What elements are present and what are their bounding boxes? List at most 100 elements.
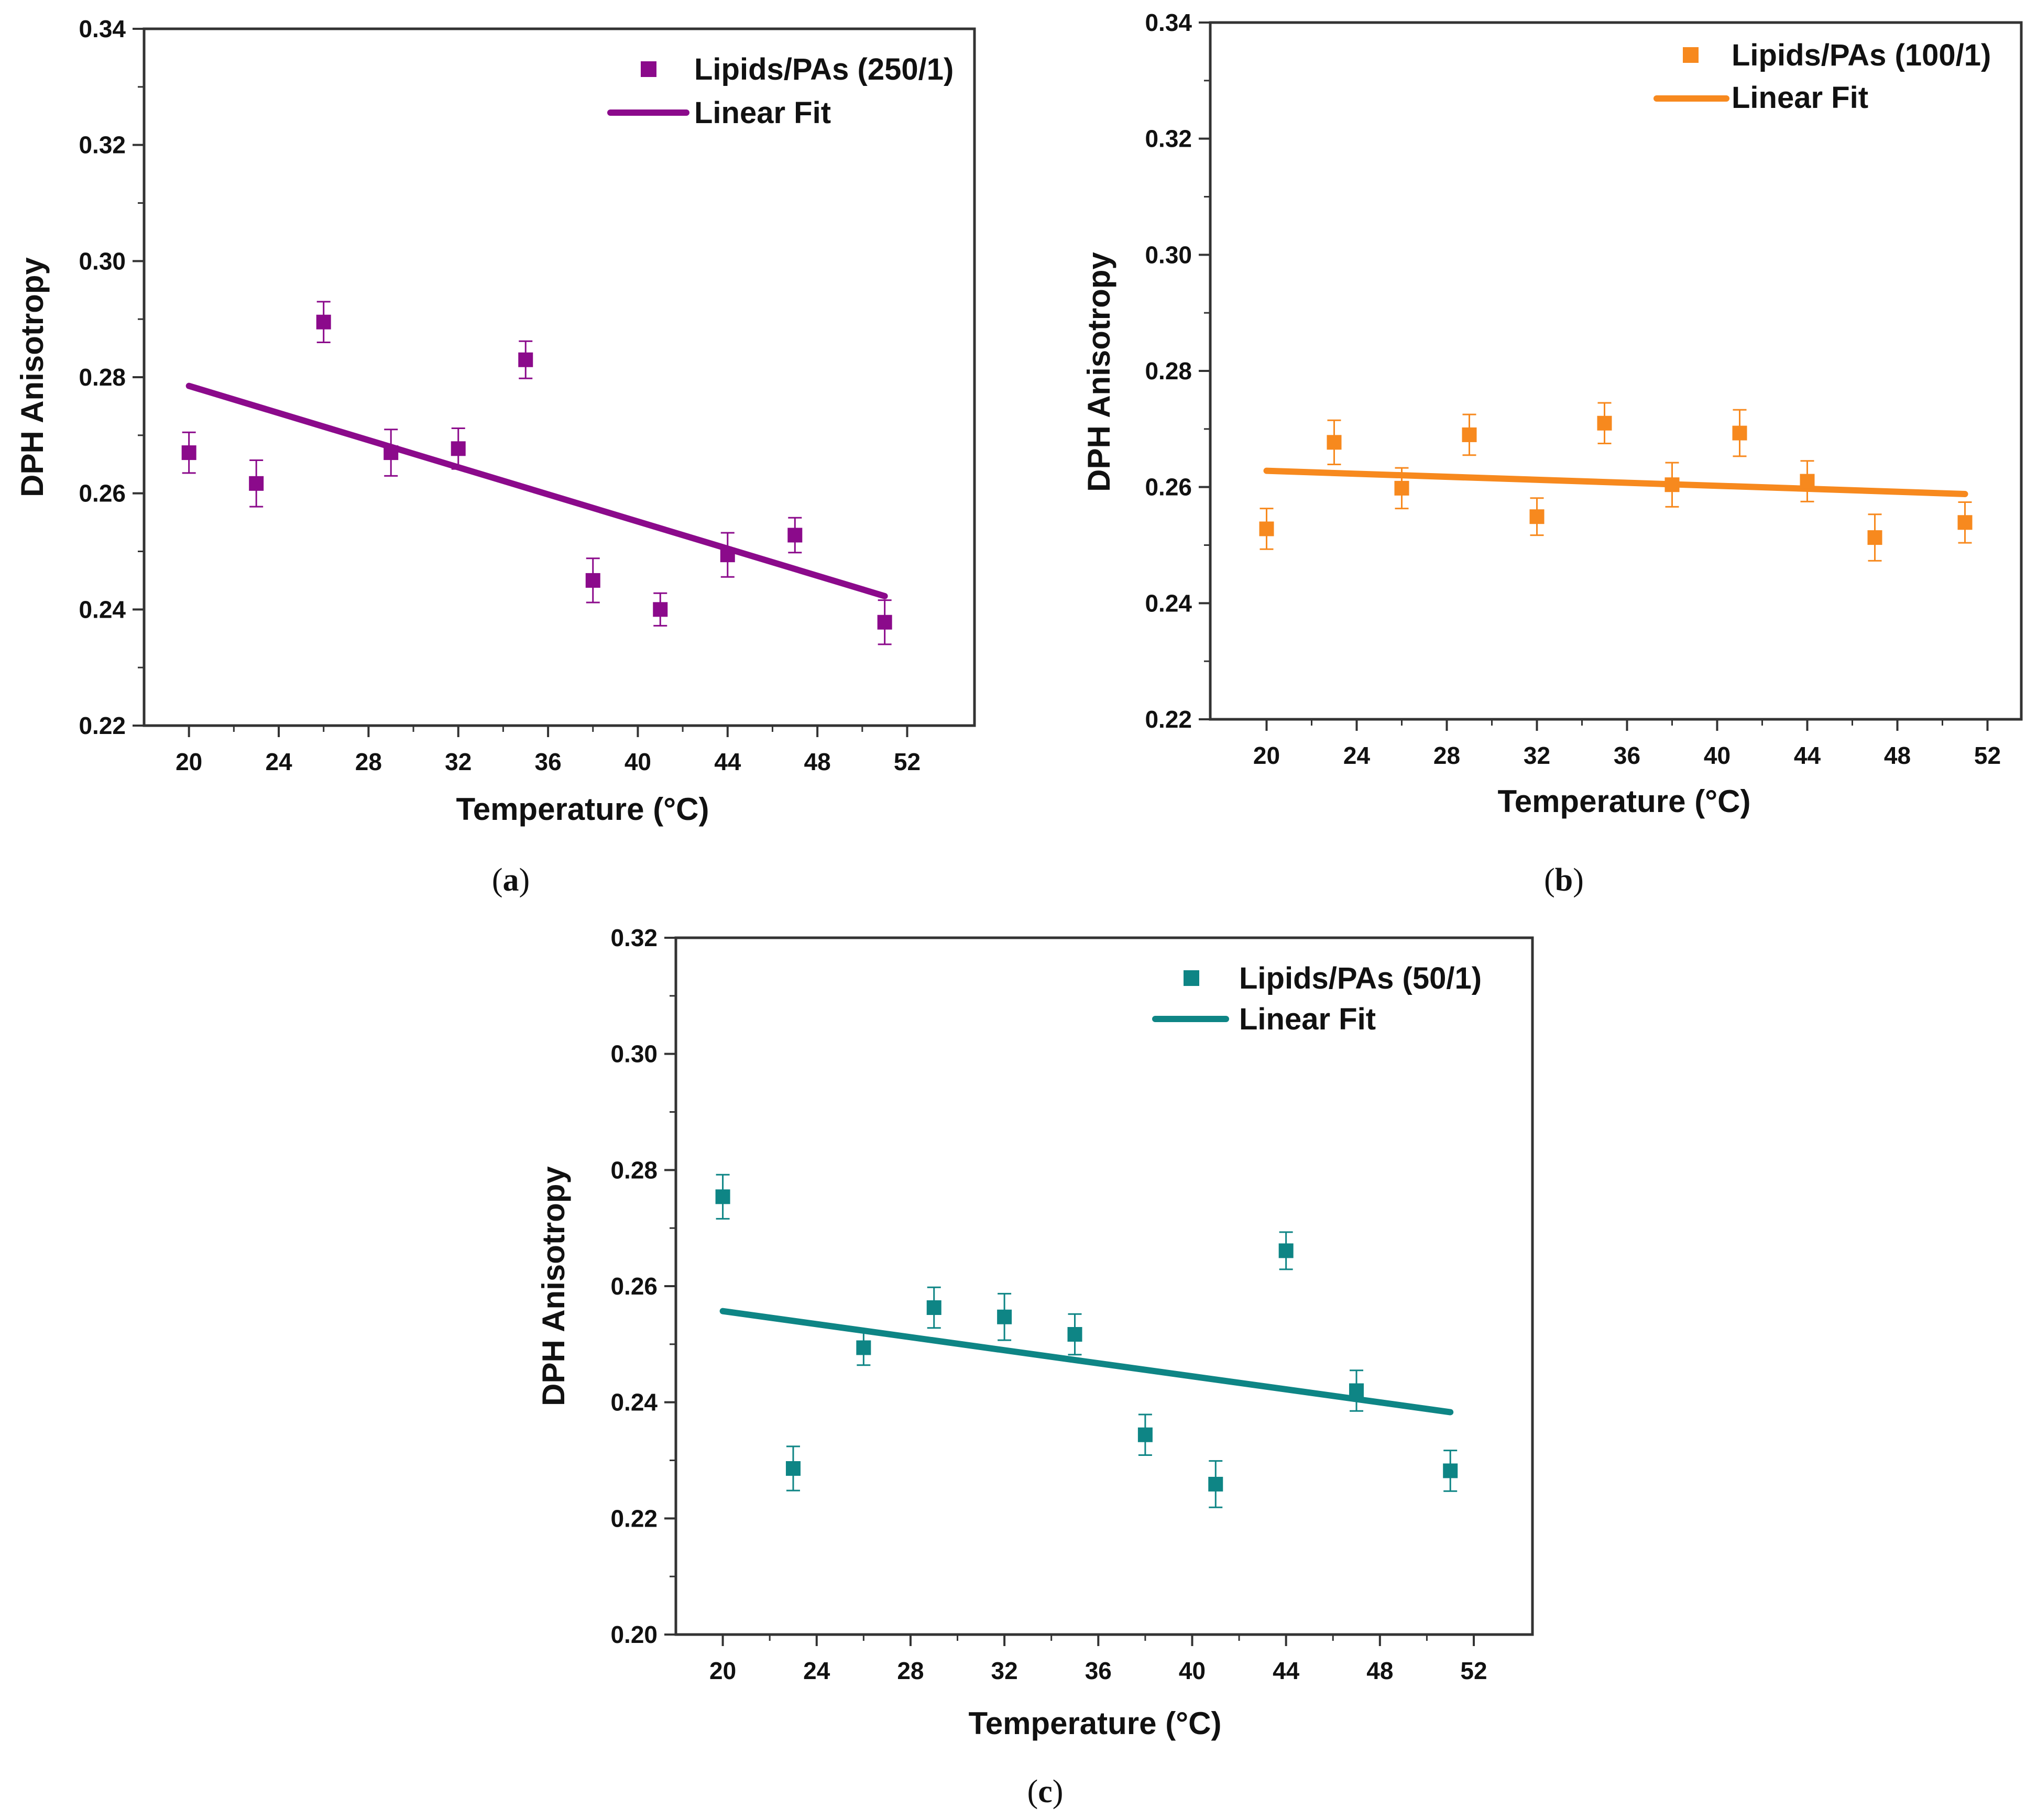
plot-b-xlabel: Temperature (°C) [1498,784,1751,819]
plot-c-xtick-label: 32 [991,1657,1018,1684]
plot-c-legend-fit: Linear Fit [1239,1002,1376,1036]
plot-a-fit [185,382,888,599]
plot-a-data-point [877,615,892,630]
plot-b-xtick-label: 40 [1704,742,1731,769]
plot-b-ytick-label: 0.30 [1145,241,1192,268]
plot-a-data-point [787,528,803,543]
plot-a-ytick-label: 0.26 [79,480,126,507]
plot-b-data-point [1394,480,1409,496]
plot-c-xtick-label: 48 [1366,1657,1393,1684]
plot-a-data-point [720,547,735,563]
plot-c-data-point [997,1309,1012,1324]
plot-b-ticks: 20 24 28 32 36 40 44 48 52 0.22 0.24 0.26 0.28 0.30 0.… [1145,9,2001,769]
plot-b-legend: Lipids/PAs (100/1) Linear Fit [1653,38,1991,115]
plot-a-legend: Lipids/PAs (250/1) Linear Fit [607,52,954,130]
plot-a-xtick-label: 24 [265,748,292,775]
plot-c-data-point [715,1189,730,1204]
plot-a-legend-fit: Linear Fit [694,96,831,130]
panel-a: 20 24 28 32 36 40 44 48 52 0.22 0.24 0.26 0.28 0.30 0.… [15,15,976,898]
plot-a-xtick-label: 40 [625,748,651,775]
plot-c-points [715,1174,1458,1508]
plot-a-data-point [316,314,331,330]
plot-c-data-point [1067,1326,1082,1342]
plot-c-data-point [1278,1243,1294,1258]
plot-b-frame [1209,21,2023,721]
plot-c-xtick-label: 36 [1085,1657,1112,1684]
plot-a-ytick-label: 0.34 [79,15,126,42]
plot-b-data-point [1957,515,1973,530]
plot-c-data-point [1349,1383,1364,1398]
plot-a-ytick-label: 0.30 [79,247,126,275]
plot-b-xtick-label: 44 [1794,742,1821,769]
panel-b: 20 24 28 32 36 40 44 48 52 0.22 0.24 0.26 0.28 0.30 0.… [1081,9,2023,898]
plot-b-xtick-label: 24 [1343,742,1371,769]
plot-c-xtick-label: 20 [709,1657,736,1684]
plot-b-xtick-label: 32 [1524,742,1550,769]
plot-b-points [1259,402,1973,562]
plot-a-data-point [249,476,264,491]
plot-b-ytick-label: 0.24 [1145,589,1192,617]
plot-c-ytick-label: 0.28 [610,1156,658,1183]
plot-a-xtick-label: 32 [445,748,472,775]
plot-c-ytick-label: 0.32 [610,924,658,951]
plot-c-ytick-label: 0.22 [610,1505,658,1532]
plot-c-fit [719,1308,1454,1416]
plot-c-xtick-label: 28 [897,1657,924,1684]
plot-c-frame [674,936,1534,1636]
plot-a-data-point [181,445,196,461]
plot-c-ticks: 20 24 28 32 36 40 44 48 52 0.20 0.22 0.24 0.26 0.28 0.… [610,924,1487,1684]
plot-b-data-point [1732,425,1747,441]
plot-c-xtick-label: 52 [1460,1657,1487,1684]
plot-b-ytick-label: 0.34 [1145,9,1192,36]
plot-b-data-point [1597,415,1612,431]
plot-a-ytick-label: 0.22 [79,712,126,739]
plot-a-xtick-label: 28 [355,748,382,775]
plot-c-ytick-label: 0.24 [610,1389,658,1416]
plot-c-xlabel: Temperature (°C) [969,1706,1222,1741]
plot-a-data-point [585,573,600,588]
plot-c-caption-letter: c [1038,1774,1053,1810]
plot-b-fit-line [1263,467,1968,497]
plot-b-data-point [1462,427,1477,442]
plot-a-frame [143,27,976,727]
plot-a-ylabel: DPH Anisotropy [15,257,50,497]
plot-b-legend-fit: Linear Fit [1732,81,1868,115]
plot-b-data-point [1259,521,1274,536]
plot-c-xtick-label: 44 [1273,1657,1300,1684]
plot-b-data-point [1529,509,1545,524]
plot-a-points [181,301,892,645]
plot-b-ylabel: DPH Anisotropy [1081,251,1116,491]
plot-c-data-point [785,1461,801,1476]
plot-c-ylabel: DPH Anisotropy [536,1166,571,1406]
plot-b-fit [1263,467,1968,497]
plot-a-data-point [518,352,533,367]
plot-b-ytick-label: 0.32 [1145,125,1192,152]
plot-b-ytick-label: 0.26 [1145,474,1192,501]
plot-a-xlabel: Temperature (°C) [456,792,709,827]
plot-a-data-point [653,602,668,617]
plot-a-ytick-label: 0.32 [79,131,126,159]
plot-b-legend-marker [1683,47,1699,63]
plot-b-caption: (b) [1544,862,1584,898]
plot-c-ytick-label: 0.30 [610,1040,658,1068]
plot-b-xtick-label: 20 [1253,742,1280,769]
plot-c-xtick-label: 40 [1179,1657,1206,1684]
plot-b-xtick-label: 52 [1974,742,2001,769]
plot-b-data-point [1800,474,1815,489]
plot-a-legend-series: Lipids/PAs (250/1) [694,52,954,86]
plot-b-xtick-label: 36 [1614,742,1640,769]
plot-b-data-point [1327,435,1342,450]
plot-b-xtick-label: 28 [1433,742,1460,769]
plot-c-ytick-label: 0.20 [610,1621,658,1648]
plot-b-data-point [1664,477,1680,492]
plot-c-fit-line [719,1308,1454,1416]
plot-a-legend-marker [641,61,656,77]
plot-c-legend: Lipids/PAs (50/1) Linear Fit [1152,961,1482,1036]
plot-b-data-point [1867,530,1882,545]
plot-a-xtick-label: 44 [714,748,741,775]
plot-c-legend-series: Lipids/PAs (50/1) [1239,961,1482,995]
plot-c-xtick-label: 24 [803,1657,830,1684]
plot-c-data-point [926,1300,941,1315]
plot-c-ytick-label: 0.26 [610,1273,658,1300]
